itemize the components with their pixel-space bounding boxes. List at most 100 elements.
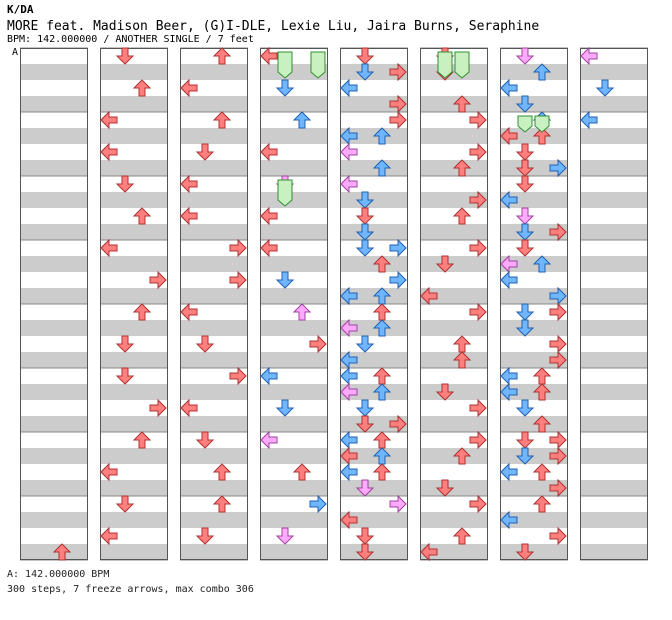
step-arrow-left: [260, 430, 278, 450]
step-arrow-up: [132, 431, 152, 449]
step-arrow-right: [549, 430, 567, 450]
beat-band: [580, 416, 648, 432]
step-arrow-right: [389, 494, 407, 514]
step-arrow-up: [532, 415, 552, 433]
beat-band: [500, 224, 568, 240]
freeze-arrow: [437, 51, 453, 79]
beat-band: [20, 160, 88, 176]
step-arrow-left: [340, 78, 358, 98]
beat-band: [500, 352, 568, 368]
step-arrow-left: [340, 318, 358, 338]
beat-band: [180, 160, 248, 176]
step-arrow-left: [100, 238, 118, 258]
step-arrow-down: [355, 479, 375, 497]
beat-band: [580, 160, 648, 176]
step-arrow-down: [515, 47, 535, 65]
beat-band: [340, 480, 408, 496]
step-arrow-right: [389, 414, 407, 434]
step-arrow-up: [452, 527, 472, 545]
beat-band: [100, 160, 168, 176]
beat-band: [20, 352, 88, 368]
step-arrow-right: [149, 398, 167, 418]
step-arrow-right: [389, 94, 407, 114]
beat-band: [500, 288, 568, 304]
step-arrow-right: [469, 494, 487, 514]
step-arrow-right: [389, 270, 407, 290]
step-arrow-up: [372, 255, 392, 273]
step-arrow-down: [515, 207, 535, 225]
beat-band: [340, 64, 408, 80]
step-arrow-left: [340, 126, 358, 146]
step-arrow-right: [469, 142, 487, 162]
step-arrow-left: [500, 270, 518, 290]
beat-band: [260, 256, 328, 272]
beat-band: [340, 192, 408, 208]
step-arrow-right: [389, 110, 407, 130]
step-arrow-down: [355, 191, 375, 209]
column-border: [500, 48, 568, 560]
beat-band: [100, 256, 168, 272]
step-arrow-down: [195, 431, 215, 449]
beat-band: [420, 384, 488, 400]
beat-band: [100, 512, 168, 528]
step-arrow-right: [229, 366, 247, 386]
beat-band: [180, 480, 248, 496]
step-arrow-left: [500, 366, 518, 386]
step-arrow-right: [469, 190, 487, 210]
beat-band: [500, 160, 568, 176]
step-arrow-down: [355, 207, 375, 225]
beat-band: [260, 480, 328, 496]
beat-band: [580, 352, 648, 368]
step-arrow-up: [532, 127, 552, 145]
beat-band: [100, 384, 168, 400]
step-arrow-left: [420, 542, 438, 562]
step-arrow-right: [149, 270, 167, 290]
step-arrow-down: [355, 415, 375, 433]
beat-band: [580, 224, 648, 240]
beat-band: [180, 512, 248, 528]
step-arrow-up: [452, 159, 472, 177]
step-arrow-down: [515, 399, 535, 417]
beat-band: [420, 416, 488, 432]
step-arrow-down: [515, 95, 535, 113]
step-arrow-left: [180, 78, 198, 98]
step-arrow-down: [275, 271, 295, 289]
step-arrow-left: [340, 446, 358, 466]
step-arrow-left: [340, 366, 358, 386]
step-arrow-left: [340, 382, 358, 402]
beat-band: [100, 128, 168, 144]
step-arrow-up: [132, 303, 152, 321]
step-arrow-right: [469, 430, 487, 450]
step-arrow-right: [549, 334, 567, 354]
beat-band: [180, 384, 248, 400]
beat-band: [180, 192, 248, 208]
step-arrow-down: [515, 175, 535, 193]
column-border: [100, 48, 168, 560]
beat-band: [180, 96, 248, 112]
beat-band: [500, 512, 568, 528]
beat-band: [500, 192, 568, 208]
beat-band: [420, 192, 488, 208]
bpm-footer: A: 142.000000 BPM: [7, 569, 110, 580]
beat-band: [260, 192, 328, 208]
song-title: MORE feat. Madison Beer, (G)I-DLE, Lexie…: [7, 19, 540, 34]
step-arrow-down: [355, 63, 375, 81]
step-arrow-down: [355, 47, 375, 65]
beat-band: [260, 512, 328, 528]
beat-band: [260, 96, 328, 112]
freeze-arrow: [277, 51, 293, 79]
beat-band: [20, 128, 88, 144]
step-arrow-right: [549, 350, 567, 370]
beat-band: [20, 256, 88, 272]
step-arrow-right: [549, 158, 567, 178]
step-arrow-left: [180, 174, 198, 194]
beat-band: [500, 320, 568, 336]
beat-band: [20, 96, 88, 112]
step-arrow-left: [180, 398, 198, 418]
beat-band: [580, 288, 648, 304]
step-arrow-up: [452, 351, 472, 369]
step-arrow-right: [469, 238, 487, 258]
beat-band: [500, 544, 568, 560]
step-arrow-down: [355, 335, 375, 353]
step-arrow-up: [532, 495, 552, 513]
